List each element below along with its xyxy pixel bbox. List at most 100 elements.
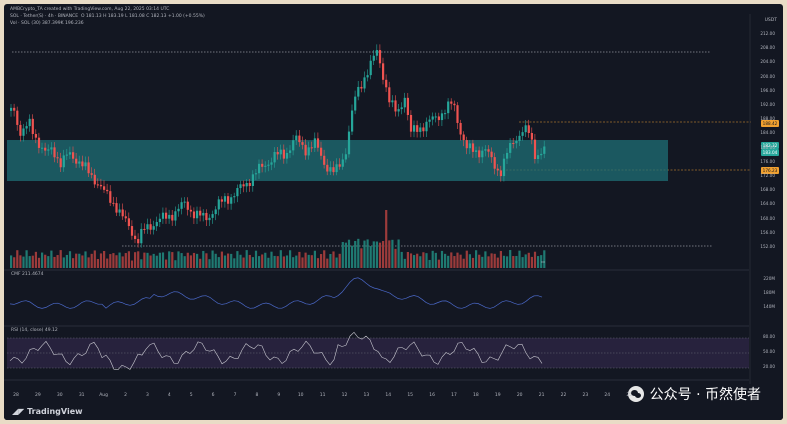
candle-body <box>152 226 155 230</box>
candle-body <box>453 103 456 106</box>
candle-body <box>475 150 478 152</box>
candle-body <box>34 134 37 138</box>
volume-bar <box>369 246 372 268</box>
volume-bar <box>264 252 267 268</box>
candle-body <box>434 116 437 118</box>
volume-bar <box>192 252 196 268</box>
candle-body <box>53 147 56 158</box>
volume-bar <box>19 255 22 268</box>
volume-bar <box>53 256 56 268</box>
volume-bar <box>50 250 53 268</box>
candle-body <box>174 211 177 221</box>
candle-body <box>276 152 279 155</box>
cmf-tick-label: 180M <box>763 290 775 295</box>
time-tick-label: 31 <box>78 393 85 398</box>
current-price-tag: 182.32 <box>761 142 779 149</box>
footer-bar: ◢◤ TradingView <box>4 402 783 420</box>
time-tick-label: 19 <box>494 393 501 398</box>
candle-body <box>186 201 189 210</box>
volume-bar <box>211 250 214 268</box>
volume-bar <box>118 252 121 268</box>
candle-body <box>270 162 273 165</box>
candle-body <box>41 147 44 149</box>
candle-body <box>118 209 121 213</box>
volume-bar <box>502 255 506 268</box>
candle-body <box>543 146 546 154</box>
candle-body <box>44 147 47 151</box>
volume-bar <box>518 250 521 268</box>
time-tick-label: 28 <box>13 393 19 398</box>
candle-body <box>180 202 183 209</box>
candle-body <box>450 101 453 104</box>
price-tick-label: 200.00 <box>760 73 775 79</box>
rsi-tick-label: 80.00 <box>763 334 775 339</box>
volume-bar <box>44 254 47 268</box>
volume-group <box>10 210 546 268</box>
volume-bar <box>68 251 72 268</box>
time-tick-label: 6 <box>211 393 215 398</box>
candle-body <box>31 118 34 135</box>
candle-body <box>413 125 416 132</box>
volume-bar <box>121 256 124 268</box>
volume-bar <box>512 256 515 268</box>
demand-zone <box>7 140 668 181</box>
time-tick-label: 11 <box>319 393 326 398</box>
volume-bar <box>295 255 298 268</box>
candle-body <box>90 173 93 175</box>
candle-body <box>84 162 87 167</box>
volume-bar <box>25 250 28 268</box>
price-chart[interactable] <box>4 4 783 420</box>
volume-bar <box>186 252 189 268</box>
candle-body <box>382 63 385 80</box>
candle-body <box>124 216 127 219</box>
time-tick-label: 18 <box>473 393 479 398</box>
candle-body <box>344 154 347 160</box>
candle-body <box>298 135 301 143</box>
candle-body <box>521 132 524 136</box>
tradingview-logo[interactable]: ◢◤ TradingView <box>12 407 83 416</box>
symbol-name[interactable]: SOL · Tether(S) · 4h · BINANCE <box>10 14 79 19</box>
candle-body <box>400 107 403 110</box>
candle-body <box>462 134 465 141</box>
volume-bar <box>397 239 400 268</box>
volume-bar <box>258 256 261 268</box>
volume-bar <box>124 253 127 268</box>
symbol-line: SOL · Tether(S) · 4h · BINANCE O 181.13 … <box>10 14 205 19</box>
volume-bar <box>413 255 416 268</box>
volume-bar <box>310 255 313 268</box>
time-tick-label: 14 <box>385 393 392 398</box>
candle-body <box>233 196 236 198</box>
volume-bar <box>270 251 273 268</box>
price-tick-label: 156.00 <box>760 229 775 235</box>
volume-bar <box>530 256 533 268</box>
candle-body <box>533 139 537 160</box>
volume-bar <box>524 254 527 268</box>
candle-body <box>137 239 140 244</box>
volume-bar <box>90 253 93 268</box>
volume-bar <box>208 259 211 268</box>
volume-bar <box>499 250 502 268</box>
price-tick-label: 168.00 <box>760 187 775 193</box>
price-tick-label: 172.00 <box>760 173 775 178</box>
volume-bar <box>332 251 335 268</box>
candle-body <box>217 199 220 210</box>
candle-body <box>171 214 174 221</box>
volume-bar <box>220 251 223 268</box>
candle-body <box>62 155 65 168</box>
volume-bar <box>357 238 360 268</box>
chart-window: AMBCrypto_TA created with TradingView.co… <box>4 4 783 420</box>
volume-bar <box>537 256 540 268</box>
price-tick-label: 152.00 <box>760 244 775 249</box>
price-tick-label: 180.00 <box>760 144 775 150</box>
candle-body <box>196 210 199 219</box>
candle-body <box>484 149 487 151</box>
volume-bar <box>251 257 254 268</box>
candle-body <box>440 113 444 121</box>
candle-body <box>490 151 493 158</box>
candle-body <box>518 135 521 141</box>
candle-body <box>431 116 434 120</box>
candle-body <box>307 147 310 156</box>
volume-bar <box>382 240 385 268</box>
volume-bar <box>59 250 62 268</box>
candle-body <box>375 50 378 56</box>
